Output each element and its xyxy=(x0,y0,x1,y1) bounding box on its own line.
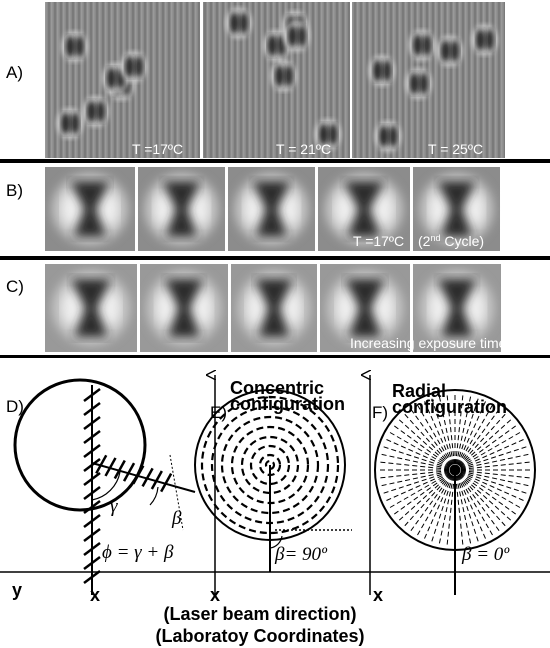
axis-label: x xyxy=(210,585,220,605)
cell xyxy=(422,34,432,56)
cell xyxy=(87,101,97,123)
cell xyxy=(70,112,80,134)
cell xyxy=(388,125,398,147)
cell xyxy=(230,12,240,34)
cell xyxy=(297,25,307,47)
cell xyxy=(485,29,495,51)
angle-value: β= 90º xyxy=(274,544,328,565)
cell xyxy=(382,60,392,82)
panel-label: F) xyxy=(372,403,388,422)
micrographs xyxy=(45,2,505,352)
director-ray xyxy=(461,472,528,494)
micrograph xyxy=(352,2,505,158)
cell xyxy=(106,67,116,89)
cell xyxy=(413,34,423,56)
exposure-caption: Increasing exposure time xyxy=(350,335,507,351)
separator xyxy=(0,355,550,358)
panel-label: B) xyxy=(6,181,23,200)
director-ray xyxy=(457,476,479,543)
temperature-label: T = 25ºC xyxy=(428,141,483,157)
panel-title: configuration xyxy=(392,397,507,417)
cell xyxy=(61,112,71,134)
temperature-label: T =17ºC xyxy=(353,233,404,249)
micrograph xyxy=(203,2,350,158)
panel-label: C) xyxy=(6,277,24,296)
cell xyxy=(373,60,383,82)
panel-label: A) xyxy=(6,63,23,82)
cell xyxy=(379,125,389,147)
cell xyxy=(125,56,135,78)
cell xyxy=(275,65,285,87)
cell xyxy=(441,40,451,62)
angle-symbol: γ xyxy=(110,496,118,517)
cell xyxy=(450,40,460,62)
cycle-text: Cycle) xyxy=(440,233,484,249)
cell xyxy=(65,36,75,58)
director-ray xyxy=(439,476,454,544)
figure: A) B) C) T =17ºC T = 21ºC T = 25ºC T =17… xyxy=(0,0,550,648)
director-ray xyxy=(381,471,449,486)
cell xyxy=(74,36,84,58)
angle-symbol: β xyxy=(171,508,182,529)
panel-title: configuration xyxy=(230,394,345,414)
micrograph xyxy=(45,2,200,158)
director-ray xyxy=(461,454,529,469)
director-ray xyxy=(461,447,528,469)
axis-label: x xyxy=(373,585,383,605)
cell xyxy=(284,65,294,87)
director-ray xyxy=(456,476,471,544)
director-ray xyxy=(461,471,529,486)
micrograph xyxy=(231,264,317,352)
cell xyxy=(134,56,144,78)
director-ray xyxy=(383,447,450,469)
cell xyxy=(96,101,106,123)
director-ray xyxy=(381,454,449,469)
center xyxy=(450,465,460,475)
cell xyxy=(267,34,277,56)
separator xyxy=(0,256,550,260)
axis-label: y xyxy=(12,580,22,600)
cell xyxy=(288,25,298,47)
equation: ϕ = γ + β xyxy=(102,542,174,563)
micrograph xyxy=(45,167,135,251)
temperature-label: T = 21ºC xyxy=(276,141,331,157)
micrograph xyxy=(228,167,315,251)
footer-line: (Laser beam direction) xyxy=(163,604,356,624)
angle-value: β = 0º xyxy=(461,544,510,565)
cell xyxy=(419,73,429,95)
micrograph xyxy=(45,264,137,352)
director-ray xyxy=(432,476,454,543)
panel-label: E) xyxy=(210,403,227,422)
cycle-text: (2 xyxy=(418,233,431,249)
cycle-label: (2nd Cycle) xyxy=(418,233,484,249)
separator xyxy=(0,159,550,163)
panel-label: D) xyxy=(6,397,24,416)
cycle-superscript: nd xyxy=(430,233,440,243)
micrograph xyxy=(138,167,225,251)
director-ray xyxy=(383,472,450,494)
footer-line: (Laboratoy Coordinates) xyxy=(155,626,364,646)
axis-label: x xyxy=(90,585,100,605)
cell xyxy=(476,29,486,51)
cell xyxy=(239,12,249,34)
cell xyxy=(410,73,420,95)
temperature-label: T =17ºC xyxy=(132,141,183,157)
micrograph xyxy=(140,264,228,352)
